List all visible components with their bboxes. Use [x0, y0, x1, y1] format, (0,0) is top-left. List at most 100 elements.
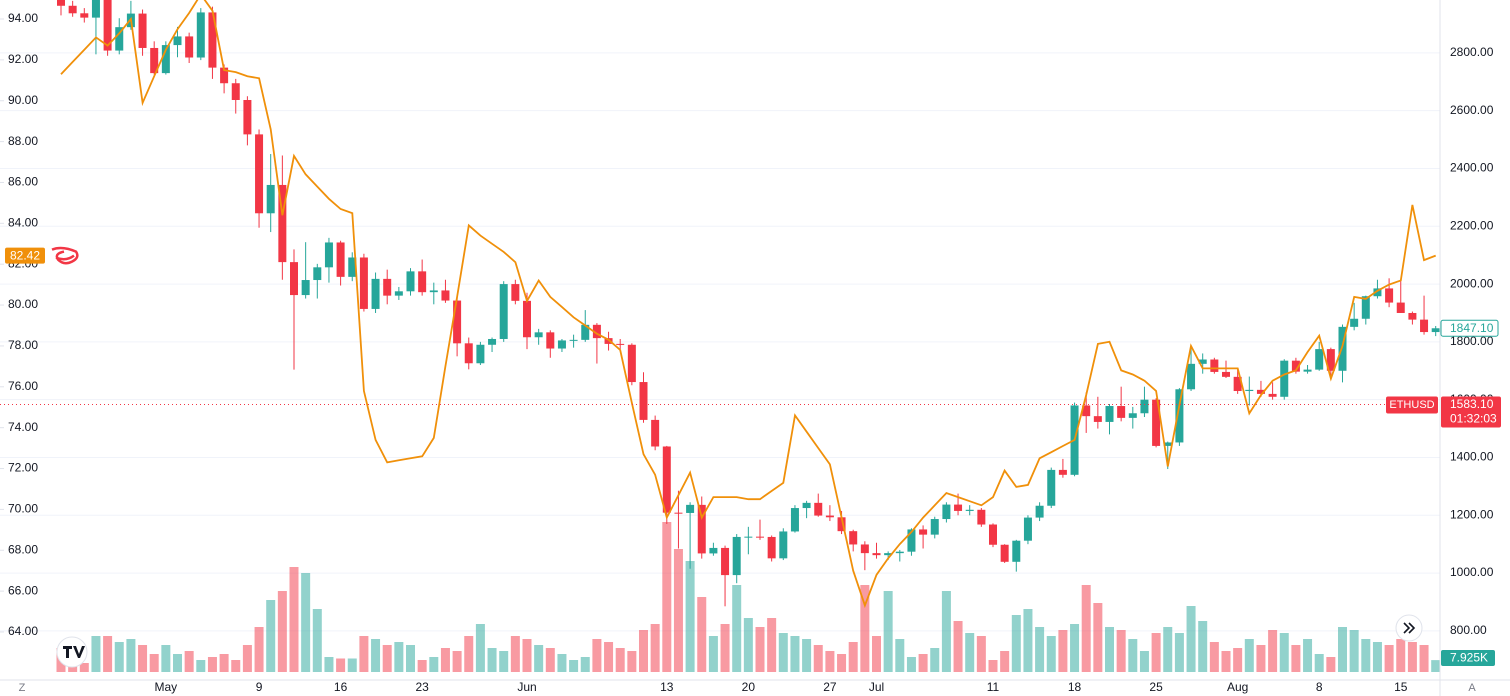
volume-bar [1198, 621, 1208, 672]
candle-body [825, 515, 834, 518]
volume-bar [534, 645, 544, 672]
auto-scale-button-left[interactable]: Z [19, 682, 26, 694]
marker-price-box [1441, 396, 1501, 428]
candle-body [313, 267, 322, 281]
volume-bar [1035, 627, 1045, 672]
volume-bar [196, 660, 206, 672]
volume-bar [161, 645, 171, 672]
volume-bar [231, 660, 241, 672]
candle-body [418, 271, 427, 293]
volume-bar [720, 624, 730, 672]
volume-bar [475, 624, 485, 672]
candle-body [336, 242, 345, 277]
candle-body [1035, 505, 1044, 518]
volume-bar [1128, 639, 1138, 672]
x-tick-label: 20 [742, 680, 756, 694]
y-tick-label: 70.00 [8, 502, 38, 516]
candle-body [1245, 389, 1254, 392]
candle-body [930, 519, 939, 535]
candle-body [499, 284, 508, 339]
volume-bar [697, 597, 707, 672]
volume-bar [650, 624, 660, 672]
volume-bar [312, 609, 322, 672]
volume-bar [173, 654, 182, 672]
candle-body [1420, 319, 1429, 333]
y2-tick-label: 1200.00 [1450, 507, 1494, 521]
candle-body [1222, 371, 1230, 377]
volume-bar [301, 573, 311, 672]
volume-bar [1291, 645, 1301, 672]
candle-body [721, 547, 730, 576]
volume-bar [1139, 651, 1149, 672]
candle-body [919, 529, 928, 535]
volume-bar [1349, 630, 1359, 672]
volume-bar [1011, 615, 1021, 672]
volume-bar [184, 651, 194, 672]
candle-body [942, 504, 951, 520]
candle-body [441, 290, 450, 301]
candle-body [709, 547, 718, 554]
candle-body [383, 278, 392, 296]
volume-bar [883, 591, 893, 672]
volume-bar [1384, 645, 1394, 672]
candle-body [744, 536, 753, 538]
volume-bar [440, 648, 450, 672]
volume-bar [103, 636, 113, 672]
volume-bar [1338, 627, 1347, 672]
volume-bar [778, 633, 788, 672]
candle-body [1280, 360, 1289, 397]
volume-bar [417, 660, 427, 672]
last-price: 1847.10 [1450, 321, 1494, 335]
overlay-value-box [5, 247, 45, 264]
volume-bar [1186, 606, 1196, 672]
volume-value: 7.925K [1450, 651, 1488, 665]
volume-bar [708, 636, 718, 672]
candle-body [1326, 349, 1335, 371]
volume-bar [266, 600, 276, 672]
candle-body [453, 300, 462, 344]
x-tick-label: 9 [256, 680, 263, 694]
volume-bar [953, 621, 963, 672]
x-tick-label: 16 [334, 680, 348, 694]
candle-body [91, 0, 100, 18]
candle-body [290, 262, 298, 296]
candle-body [1163, 442, 1172, 446]
candle-body [523, 300, 531, 338]
volume-bar [837, 654, 847, 672]
x-tick-label: 8 [1316, 680, 1323, 694]
candle-body [1198, 359, 1207, 364]
volume-bar [452, 651, 462, 672]
volume-bar [1314, 654, 1324, 672]
scroll-button[interactable] [1395, 614, 1423, 642]
candle-body [1000, 544, 1009, 562]
auto-scale-button-right[interactable]: A [1468, 682, 1476, 694]
candle-body [1012, 540, 1021, 562]
candle-body [1361, 296, 1370, 319]
candle-body [965, 509, 974, 511]
x-tick-label: Jun [517, 680, 536, 694]
volume-bar [813, 645, 823, 672]
y2-tick-label: 2000.00 [1450, 276, 1494, 290]
candle-body [1303, 369, 1312, 372]
volume-bar [347, 658, 357, 672]
candle-body [278, 184, 287, 263]
volume-bar [324, 657, 334, 672]
candle-body [1338, 326, 1347, 371]
volume-bar [918, 654, 928, 672]
volume-bar [1361, 639, 1371, 672]
volume-bar [639, 630, 648, 672]
overlay-line [60, 0, 1437, 609]
x-tick-label: 18 [1068, 680, 1082, 694]
candle-body [1082, 405, 1091, 417]
plot-area [0, 0, 1440, 672]
volume-bar [1372, 642, 1382, 672]
candle-body [790, 508, 799, 532]
volume-bar [1326, 657, 1336, 672]
candle-body [1315, 349, 1324, 370]
candle-body [954, 504, 963, 511]
candle-body [406, 271, 415, 292]
volume-value-box [1441, 650, 1495, 666]
volume-bar [965, 633, 975, 672]
volume-bar [487, 648, 497, 672]
